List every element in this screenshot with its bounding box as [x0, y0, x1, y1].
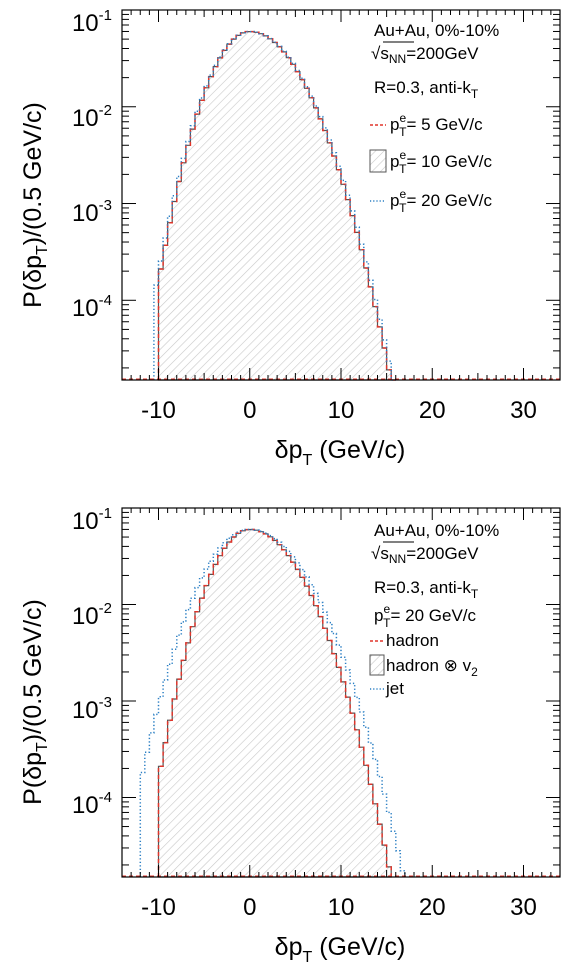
y-tick-label: 10-1: [72, 7, 112, 37]
plot-area-bottom: -10 0 10 20 30: [121, 507, 561, 921]
annotation-system: Au+Au, 0%-10%: [374, 21, 499, 40]
y-tick-label: 10-3: [72, 694, 112, 724]
legend-label: pe T= 10 GeV/c: [390, 148, 493, 176]
annotation-bottom: Au+Au, 0%-10% √sNN=200GeV R=0.3, anti-kT…: [371, 521, 499, 630]
annotation-jet-def: R=0.3, anti-kT: [374, 578, 479, 601]
legend-label: jet: [385, 679, 404, 698]
y-title-sub: T: [34, 245, 51, 255]
annotation-energy: √sNN=200GeV: [371, 44, 479, 66]
panel-top: -10 0 10 20 30 P(δpT)/(0.5 GeV/c) δpT (GeV/c…: [19, 7, 561, 469]
legend-entry: hadron ⊗ v2: [369, 654, 478, 679]
legend-entry: pe T= 5 GeV/c: [370, 111, 483, 139]
annotation-system: Au+Au, 0%-10%: [374, 521, 499, 540]
legend-bottom: hadron hadron ⊗ v2 jet: [369, 631, 478, 698]
y-tick-label: 10-2: [72, 102, 112, 132]
svg-text:P(δpT)/(0.5 GeV/c): P(δpT)/(0.5 GeV/c): [19, 102, 51, 308]
histogram-red-dashed: [157, 528, 392, 877]
legend-entry: hadron: [370, 631, 439, 650]
x-tick-label: 0: [243, 397, 256, 424]
annotation-jet-def: R=0.3, anti-kT: [374, 78, 479, 101]
x-tick-label: 0: [243, 894, 256, 921]
plot-area-top: -10 0 10 20 30: [121, 9, 561, 424]
y-tick-label: 10-3: [72, 197, 112, 227]
legend-swatch-hatched: [369, 149, 387, 173]
y-axis-title-bottom: P(δpT)/(0.5 GeV/c): [19, 599, 51, 805]
x-tick-label: 30: [510, 397, 537, 424]
legend-label: hadron: [386, 631, 439, 650]
y-tick-labels-bottom: 10-1 10-2 10-3 10-4: [72, 505, 112, 819]
x-tick-label: 10: [328, 894, 355, 921]
y-title-part-a: P(δp: [19, 255, 47, 308]
histogram-red-dashed: [157, 30, 396, 381]
legend-label: hadron ⊗ v2: [386, 656, 478, 679]
legend-swatch-hatched: [369, 654, 385, 676]
x-tick-label: -10: [141, 397, 176, 424]
histogram-hatched: [157, 31, 392, 381]
legend-label: pe T= 5 GeV/c: [390, 111, 483, 139]
annotation-top: Au+Au, 0%-10% √sNN=200GeV R=0.3, anti-kT: [371, 21, 499, 101]
legend-top: pe T= 5 GeV/c pe T= 10 GeV/c pe T= 20 GeV/c: [369, 111, 493, 215]
svg-text:P(δpT)/(0.5 GeV/c): P(δpT)/(0.5 GeV/c): [19, 599, 51, 805]
x-tick-label: 20: [419, 894, 446, 921]
annotation-electron-pt: pe T= 20 GeV/c: [374, 602, 477, 630]
panel-bottom: -10 0 10 20 30 P(δpT)/(0.5 GeV/c) δpT (GeV/c…: [19, 505, 561, 966]
legend-entry: pe T= 10 GeV/c: [369, 148, 493, 176]
legend-entry: jet: [370, 679, 404, 698]
legend-entry: pe T= 20 GeV/c: [370, 187, 493, 215]
x-axis-title-top: δpT (GeV/c): [275, 436, 406, 469]
y-axis-title-top: P(δpT)/(0.5 GeV/c): [19, 102, 51, 308]
y-tick-label: 10-4: [72, 292, 112, 322]
y-title-part-b: )/(0.5 GeV/c): [19, 102, 47, 245]
x-tick-label: 10: [328, 397, 355, 424]
y-tick-label: 10-1: [72, 505, 112, 535]
annotation-energy: √sNN=200GeV: [371, 544, 479, 566]
y-tick-label: 10-2: [72, 600, 112, 630]
histogram-blue-dotted: [139, 528, 406, 877]
x-tick-label: -10: [141, 894, 176, 921]
legend-label: pe T= 20 GeV/c: [390, 187, 493, 215]
y-tick-label: 10-4: [72, 789, 112, 819]
y-tick-labels-top: 10-1 10-2 10-3 10-4: [72, 7, 112, 322]
histogram-hatched: [157, 528, 392, 878]
x-tick-label: 20: [419, 397, 446, 424]
x-axis-title-bottom: δpT (GeV/c): [275, 933, 406, 966]
histogram-blue-dotted: [153, 30, 396, 381]
x-tick-label: 30: [510, 894, 537, 921]
